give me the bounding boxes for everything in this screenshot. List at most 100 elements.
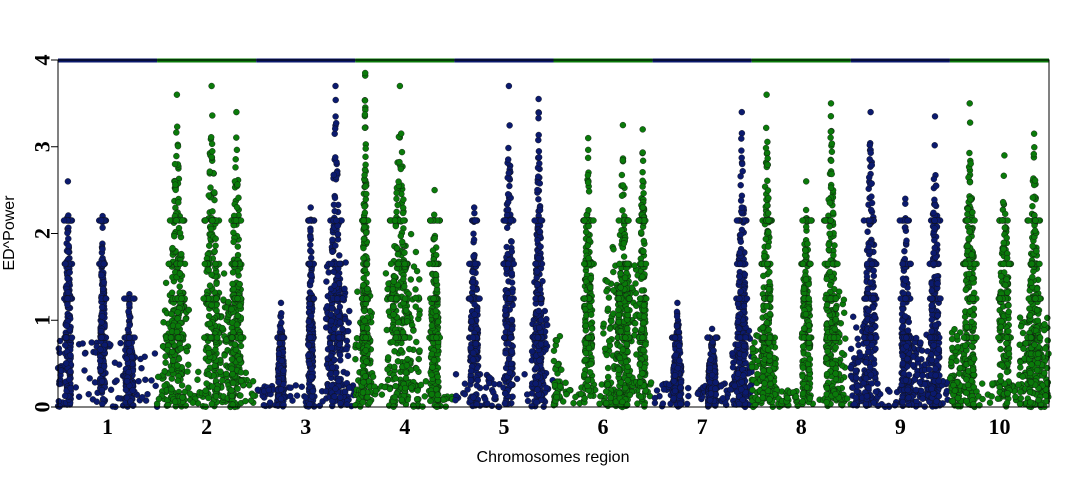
data-point xyxy=(617,270,624,277)
data-point xyxy=(585,134,592,142)
data-point xyxy=(639,157,647,165)
data-point xyxy=(169,244,176,252)
data-point xyxy=(332,82,339,90)
data-point xyxy=(731,382,738,389)
data-point xyxy=(626,295,633,302)
data-point xyxy=(230,229,237,236)
data-point xyxy=(332,113,339,120)
data-point xyxy=(161,368,168,375)
data-point xyxy=(126,348,134,355)
data-point xyxy=(636,295,644,302)
data-point xyxy=(206,320,213,327)
data-point xyxy=(623,340,630,348)
data-point xyxy=(364,285,371,293)
data-point xyxy=(584,377,591,384)
data-point xyxy=(331,194,339,202)
data-point xyxy=(596,400,603,407)
data-point xyxy=(510,260,517,268)
data-point xyxy=(209,148,216,155)
data-point xyxy=(466,260,473,268)
data-point xyxy=(360,379,367,386)
data-point xyxy=(572,393,579,401)
data-point xyxy=(615,306,622,314)
data-point xyxy=(505,144,512,152)
data-point xyxy=(122,386,130,393)
data-point xyxy=(401,283,408,290)
data-point xyxy=(536,160,543,167)
data-point xyxy=(640,248,647,255)
data-point xyxy=(211,189,218,196)
data-point xyxy=(298,383,305,390)
data-point xyxy=(416,311,423,318)
data-point xyxy=(706,364,714,372)
data-point xyxy=(64,295,71,302)
data-point xyxy=(209,217,216,224)
data-point xyxy=(470,230,477,238)
data-point xyxy=(738,386,745,393)
data-point xyxy=(508,316,516,324)
data-point xyxy=(81,367,88,374)
data-point xyxy=(508,381,515,388)
data-point xyxy=(66,376,73,383)
data-point xyxy=(61,341,69,349)
data-point xyxy=(337,400,344,407)
data-point xyxy=(659,400,667,407)
data-point xyxy=(64,275,71,282)
data-point xyxy=(588,311,595,318)
data-point xyxy=(237,392,244,399)
data-point xyxy=(329,236,336,243)
data-point xyxy=(364,325,371,332)
data-point xyxy=(179,217,186,224)
data-point xyxy=(362,145,369,152)
data-point xyxy=(175,334,182,341)
data-point xyxy=(638,325,645,333)
data-point xyxy=(97,367,104,374)
data-point xyxy=(601,345,609,352)
data-point xyxy=(506,122,513,129)
data-point xyxy=(585,146,592,154)
data-point xyxy=(562,379,569,386)
data-point xyxy=(279,334,287,341)
data-point xyxy=(212,260,219,268)
data-point xyxy=(183,348,191,355)
data-point xyxy=(482,396,489,403)
data-point xyxy=(615,318,622,326)
data-point xyxy=(588,325,596,332)
data-point xyxy=(751,339,758,346)
data-point xyxy=(733,217,741,224)
data-point xyxy=(736,249,743,256)
data-point xyxy=(537,341,545,348)
data-point xyxy=(237,342,245,350)
data-point xyxy=(278,357,285,364)
data-point xyxy=(65,248,72,256)
data-point xyxy=(213,280,220,287)
data-point xyxy=(237,334,245,341)
data-point xyxy=(707,356,714,363)
data-point xyxy=(354,288,361,295)
data-point xyxy=(581,260,588,268)
data-point xyxy=(233,321,241,328)
data-point xyxy=(416,347,423,354)
data-point xyxy=(189,399,197,406)
data-point xyxy=(306,260,314,268)
data-point xyxy=(249,392,257,399)
data-point xyxy=(154,373,162,381)
data-point xyxy=(434,373,441,381)
data-point xyxy=(307,204,314,211)
data-point xyxy=(309,387,317,395)
data-point xyxy=(617,328,624,335)
data-point xyxy=(639,177,646,185)
data-point xyxy=(323,278,330,285)
data-point xyxy=(586,303,594,310)
data-point xyxy=(399,209,407,217)
data-point xyxy=(126,322,133,329)
data-point xyxy=(712,379,719,386)
data-point xyxy=(174,309,181,316)
data-point xyxy=(363,190,370,198)
data-point xyxy=(316,402,323,409)
data-point xyxy=(584,154,592,162)
data-point xyxy=(123,378,131,385)
data-point xyxy=(395,178,402,185)
data-point xyxy=(230,238,237,246)
data-point xyxy=(211,248,218,255)
